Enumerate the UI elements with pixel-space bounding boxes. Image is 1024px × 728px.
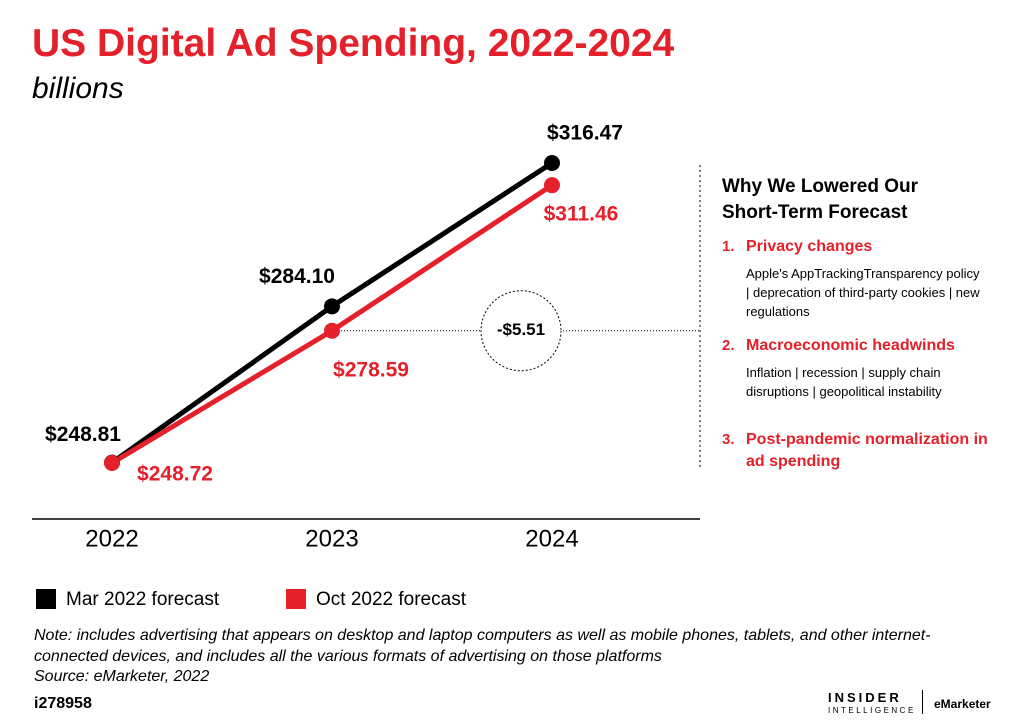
difference-label: -$5.51	[497, 320, 545, 339]
data-point	[544, 155, 560, 171]
legend-label: Oct 2022 forecast	[316, 589, 467, 610]
item-text: Apple's AppTrackingTransparency policy |…	[746, 266, 980, 319]
value-label: $316.47	[547, 122, 623, 145]
panel-heading: Why We Lowered Our Short-Term Forecast	[722, 176, 919, 223]
data-point	[104, 455, 120, 471]
logo-divider	[922, 690, 923, 714]
value-label: $278.59	[333, 358, 409, 381]
item-number: 2.	[722, 337, 735, 354]
value-label: $311.46	[544, 203, 619, 226]
data-point	[544, 177, 560, 194]
plot-area: 2022 2023 2024 -$5.51 $248.81 $284.10 $316.47 M…	[36, 122, 700, 610]
legend-swatch	[36, 589, 56, 609]
x-tick-label: 2024	[525, 525, 578, 552]
source: Source: eMarketer, 2022	[34, 668, 210, 685]
item-number: 3.	[722, 431, 735, 448]
chart-subtitle: billions	[32, 72, 124, 105]
value-label: $248.81	[45, 423, 121, 446]
difference-circle	[480, 290, 562, 372]
x-tick-label: 2022	[85, 525, 138, 552]
logo-intelligence: INTELLIGENCE	[828, 706, 916, 715]
chart-id: i278958	[34, 695, 92, 712]
data-point	[324, 298, 340, 315]
logo-emarketer: eMarketer	[934, 697, 991, 711]
item-text: Inflation | recession | supply chain dis…	[746, 365, 942, 399]
legend-swatch	[286, 589, 306, 609]
item-title: Macroeconomic headwinds	[746, 337, 955, 354]
legend-label: Mar 2022 forecast	[66, 589, 220, 610]
value-label: $248.72	[137, 463, 213, 486]
note: Note: includes advertising that appears …	[34, 627, 931, 665]
item-title: Post-pandemic normalization in ad spendi…	[746, 431, 988, 470]
value-label: $284.10	[259, 265, 335, 288]
logo-insider: INSIDER	[828, 690, 902, 705]
x-tick-label: 2023	[305, 525, 358, 552]
item-number: 1.	[722, 238, 735, 255]
chart-title: US Digital Ad Spending, 2022-2024	[32, 22, 675, 65]
data-point	[324, 322, 340, 339]
item-title: Privacy changes	[746, 238, 873, 255]
